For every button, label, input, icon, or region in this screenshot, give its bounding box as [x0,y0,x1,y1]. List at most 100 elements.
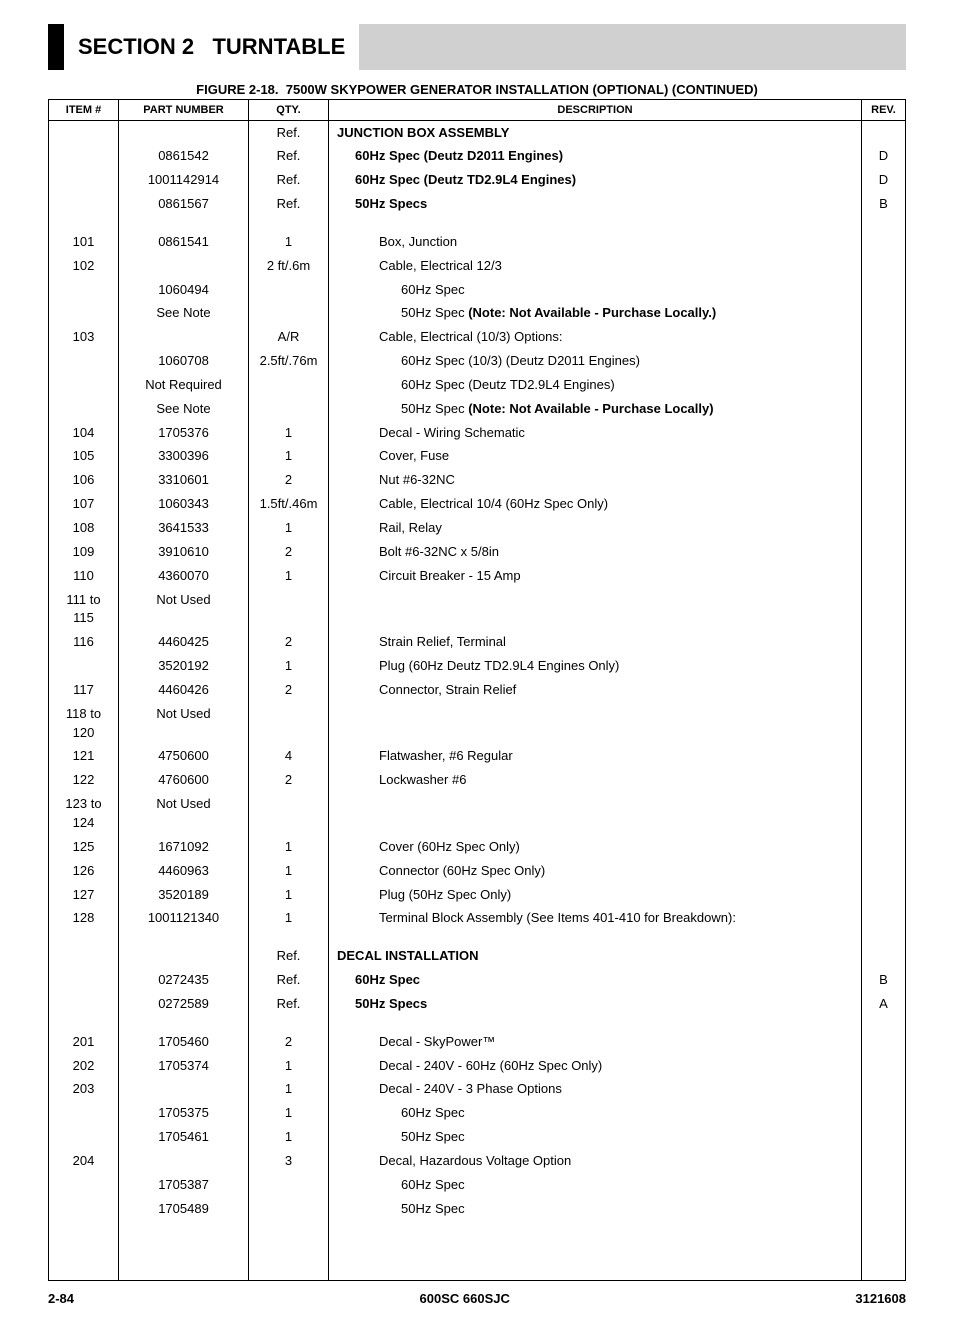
cell-part: 4460425 [119,631,249,655]
cell-qty: 2 [249,540,329,564]
cell-part: 0272435 [119,969,249,993]
cell-item: 109 [49,540,119,564]
cell-rev [862,278,906,302]
footer-right: 3121608 [855,1291,906,1306]
cell-qty: 2 [249,769,329,793]
cell-part: 3310601 [119,469,249,493]
table-row [49,1016,906,1030]
cell-part: 1001121340 [119,907,249,931]
table-row: 111 to 115Not Used [49,588,906,631]
cell-rev [862,655,906,679]
cell-qty: Ref. [249,992,329,1016]
cell-desc: 60Hz Spec [329,278,862,302]
cell-qty: A/R [249,326,329,350]
cell-item: 203 [49,1078,119,1102]
cell-desc: Decal - 240V - 60Hz (60Hz Spec Only) [329,1054,862,1078]
cell-desc: Box, Junction [329,230,862,254]
cell-part: 1001142914 [119,169,249,193]
cell-item: 204 [49,1149,119,1173]
cell-qty: 2 [249,678,329,702]
cell-desc: Strain Relief, Terminal [329,631,862,655]
cell-item [49,397,119,421]
cell-rev [862,517,906,541]
cell-desc: Connector (60Hz Spec Only) [329,859,862,883]
cell-rev [862,883,906,907]
table-row: 12735201891Plug (50Hz Spec Only) [49,883,906,907]
cell-desc: Bolt #6-32NC x 5/8in [329,540,862,564]
cell-qty: 1 [249,859,329,883]
cell-qty: 1 [249,1126,329,1150]
cell-rev [862,373,906,397]
cell-item: 122 [49,769,119,793]
cell-desc: 60Hz Spec (Deutz TD2.9L4 Engines) [329,169,862,193]
cell-part [119,121,249,145]
cell-part [119,1149,249,1173]
cell-desc: 60Hz Spec [329,969,862,993]
cell-item [49,350,119,374]
table-row: 10939106102Bolt #6-32NC x 5/8in [49,540,906,564]
cell-desc: Cable, Electrical 10/4 (60Hz Spec Only) [329,493,862,517]
cell-qty [249,278,329,302]
table-row: 10836415331Rail, Relay [49,517,906,541]
cell-rev [862,678,906,702]
cell-rev [862,121,906,145]
table-row: 11043600701Circuit Breaker - 15 Amp [49,564,906,588]
cell-part: 3300396 [119,445,249,469]
cell-desc: 50Hz Spec [329,1197,862,1221]
table-row: 10417053761Decal - Wiring Schematic [49,421,906,445]
table-row [49,216,906,230]
cell-part: 0861541 [119,230,249,254]
cell-desc: 50Hz Spec (Note: Not Available - Purchas… [329,397,862,421]
table-row: 10607082.5ft/.76m60Hz Spec (10/3) (Deutz… [49,350,906,374]
cell-qty: 1 [249,1054,329,1078]
cell-qty: 1 [249,564,329,588]
cell-item: 128 [49,907,119,931]
table-row: 12644609631Connector (60Hz Spec Only) [49,859,906,883]
table-row: 0272589Ref.50Hz SpecsA [49,992,906,1016]
cell-desc: Flatwasher, #6 Regular [329,745,862,769]
cell-item: 123 to 124 [49,793,119,836]
cell-qty: 1 [249,421,329,445]
cell-part: See Note [119,302,249,326]
cell-rev [862,493,906,517]
cell-item: 127 [49,883,119,907]
cell-desc: 50Hz Specs [329,992,862,1016]
cell-rev [862,1126,906,1150]
cell-item [49,1173,119,1197]
cell-rev [862,540,906,564]
cell-rev [862,564,906,588]
cell-rev [862,745,906,769]
cell-desc: Plug (50Hz Spec Only) [329,883,862,907]
table-row: 106049460Hz Spec [49,278,906,302]
table-row: 0272435Ref.60Hz SpecB [49,969,906,993]
table-row: 1705461150Hz Spec [49,1126,906,1150]
col-header-part: PART NUMBER [119,100,249,121]
table-row: 1705375160Hz Spec [49,1102,906,1126]
cell-item [49,1102,119,1126]
cell-part: 1060343 [119,493,249,517]
cell-item [49,302,119,326]
cell-desc: Cable, Electrical 12/3 [329,254,862,278]
cell-rev [862,1173,906,1197]
cell-qty: Ref. [249,193,329,217]
table-row: 170538760Hz Spec [49,1173,906,1197]
table-row: 12147506004Flatwasher, #6 Regular [49,745,906,769]
cell-qty: 1 [249,517,329,541]
cell-item [49,121,119,145]
cell-part: 3520189 [119,883,249,907]
cell-desc: 50Hz Spec [329,1126,862,1150]
table-row: 12247606002Lockwasher #6 [49,769,906,793]
cell-part: Not Used [119,588,249,631]
table-row: Not Required60Hz Spec (Deutz TD2.9L4 Eng… [49,373,906,397]
cell-qty [249,1197,329,1221]
cell-part: See Note [119,397,249,421]
cell-rev: D [862,145,906,169]
cell-qty [249,588,329,631]
cell-desc: Decal, Hazardous Voltage Option [329,1149,862,1173]
cell-rev [862,702,906,745]
cell-item: 106 [49,469,119,493]
cell-item: 202 [49,1054,119,1078]
cell-item: 111 to 115 [49,588,119,631]
cell-qty: 1 [249,1078,329,1102]
cell-desc: Cover (60Hz Spec Only) [329,835,862,859]
